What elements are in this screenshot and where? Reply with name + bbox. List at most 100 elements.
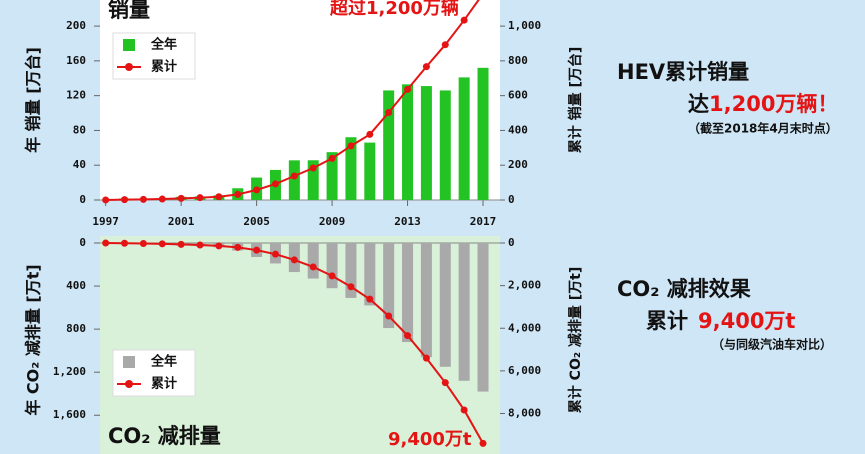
y2-tick-label: 800 — [508, 54, 528, 67]
bar — [345, 137, 357, 200]
hev-total: 达1,200万辆！ — [688, 92, 838, 116]
point — [347, 283, 355, 291]
point — [253, 186, 261, 194]
x-tick-label: 2005 — [243, 215, 270, 228]
y2-tick-label: 200 — [508, 158, 528, 171]
y-tick-label: 200 — [66, 19, 86, 32]
co2-title: CO₂ 减排效果 — [617, 277, 751, 301]
point — [271, 180, 279, 188]
point — [234, 190, 242, 198]
y-tick-label: 0 — [79, 236, 86, 249]
point — [328, 272, 336, 280]
chart-title: 销量 — [108, 0, 150, 22]
legend-label: 累计 — [151, 376, 177, 392]
bar — [439, 243, 451, 367]
x-tick-label: 2017 — [470, 215, 497, 228]
y-tick-label: 160 — [66, 54, 86, 67]
bar — [439, 90, 451, 200]
point — [158, 195, 166, 203]
legend-swatch — [123, 356, 135, 368]
point — [404, 85, 412, 93]
co2-value: 9,400万t — [698, 309, 795, 333]
bar — [383, 90, 395, 200]
y-tick-label: 0 — [79, 193, 86, 206]
legend-label: 全年 — [150, 354, 177, 370]
y-tick-label: 400 — [66, 279, 86, 292]
y2-tick-label: 2,000 — [508, 279, 541, 292]
bar — [420, 86, 432, 200]
annotation: 9,400万t — [388, 429, 472, 450]
hev-note: （截至2018年4月末时点） — [688, 121, 838, 136]
point — [385, 109, 393, 117]
y2-axis-title: 累计 CO₂ 减排量 [万t] — [567, 267, 584, 413]
point — [102, 239, 110, 247]
point — [234, 243, 242, 251]
bar — [364, 142, 376, 200]
legend-swatch — [123, 39, 135, 51]
point — [366, 130, 374, 138]
point — [441, 41, 449, 49]
x-tick-label: 2001 — [168, 215, 195, 228]
point — [290, 172, 298, 180]
y-tick-label: 80 — [73, 123, 86, 136]
point — [328, 154, 336, 162]
point — [253, 246, 261, 254]
y2-tick-label: 6,000 — [508, 364, 541, 377]
legend-label: 累计 — [151, 59, 177, 75]
bar — [458, 243, 470, 381]
point — [196, 194, 204, 202]
point — [215, 242, 223, 250]
point — [271, 250, 279, 258]
co2-prefix: 累计 — [646, 309, 688, 333]
bar — [307, 160, 319, 200]
annotation: 超过1,200万辆 — [330, 0, 459, 19]
point — [460, 406, 468, 414]
point — [139, 195, 147, 203]
point — [460, 16, 468, 24]
legend-dot — [125, 380, 133, 388]
y2-axis-title: 累计 销量 [万台] — [567, 47, 584, 154]
point — [309, 263, 317, 271]
point — [385, 312, 393, 320]
point — [404, 332, 412, 340]
hev-title: HEV累计销量 — [617, 60, 749, 84]
point — [158, 240, 166, 248]
y2-tick-label: 0 — [508, 193, 515, 206]
point — [347, 142, 355, 150]
hev-value: 1,200万辆！ — [709, 92, 838, 116]
x-tick-label: 2013 — [394, 215, 421, 228]
bar — [420, 243, 432, 358]
y-tick-label: 120 — [66, 89, 86, 102]
y-axis-title: 年 CO₂ 减排量 [万t] — [24, 264, 43, 415]
y-tick-label: 40 — [73, 158, 86, 171]
bar — [383, 243, 395, 329]
bar — [288, 160, 300, 200]
point — [121, 196, 129, 204]
point — [102, 196, 110, 204]
y2-tick-label: 0 — [508, 236, 515, 249]
point — [422, 354, 430, 362]
bar — [402, 84, 414, 200]
point — [366, 295, 374, 303]
co2-note: （与同级汽油车对比） — [712, 337, 832, 352]
point — [479, 439, 487, 447]
bar — [458, 77, 470, 200]
bar — [364, 243, 376, 306]
chart-title: CO₂ 减排量 — [108, 424, 221, 448]
co2-total: 累计 9,400万t — [646, 309, 795, 333]
bar — [326, 152, 338, 200]
y-tick-label: 800 — [66, 322, 86, 335]
y2-tick-label: 600 — [508, 89, 528, 102]
point — [441, 379, 449, 387]
point — [215, 193, 223, 201]
y-tick-label: 1,200 — [53, 365, 86, 378]
legend-label: 全年 — [150, 37, 177, 53]
bar — [477, 67, 489, 201]
point — [290, 256, 298, 264]
point — [139, 240, 147, 248]
hev-prefix: 达 — [688, 92, 709, 116]
point — [309, 164, 317, 172]
bar — [326, 243, 338, 289]
legend-dot — [125, 63, 133, 71]
